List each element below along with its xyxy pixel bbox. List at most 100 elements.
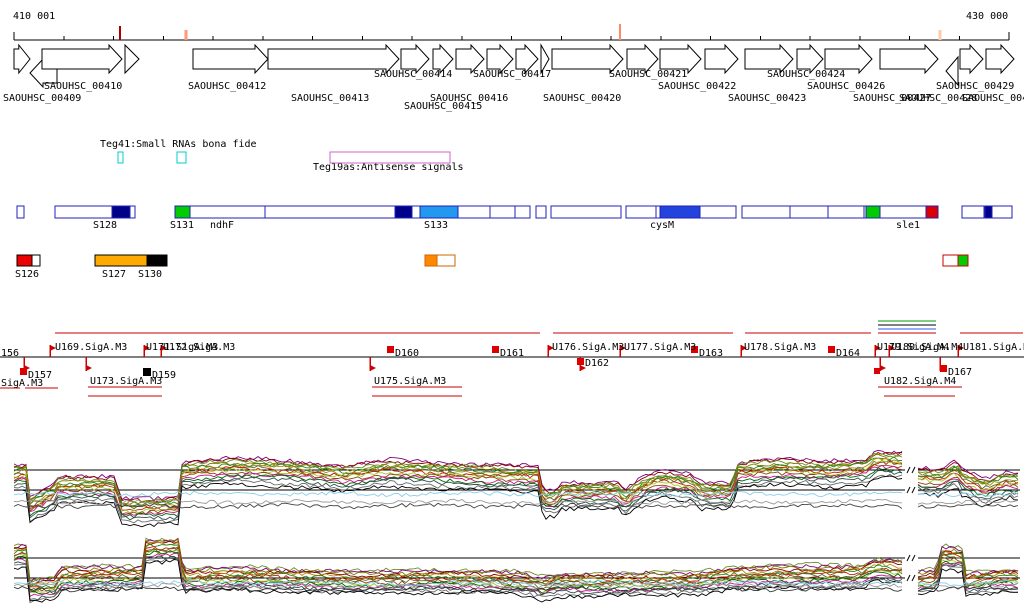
signal-label[interactable]: D163 (699, 348, 723, 359)
expression-trace (917, 490, 1019, 498)
signal-label[interactable]: U172.SigA.M3 (163, 342, 235, 353)
signal-label[interactable]: D161 (500, 348, 524, 359)
gene-arrow[interactable] (41, 43, 123, 75)
signal-label[interactable]: D159 (152, 370, 176, 381)
gene-arrow[interactable] (124, 43, 140, 75)
signal-label[interactable]: U173.SigA.M3 (90, 376, 162, 387)
segment-box[interactable] (535, 205, 547, 219)
signal-label[interactable]: U178.SigA.M3 (744, 342, 816, 353)
signal-label[interactable]: D162 (585, 358, 609, 369)
segment-sub-box[interactable] (925, 205, 939, 219)
signal-label[interactable]: D164 (836, 348, 860, 359)
gene-label: SAOUHSC_00422 (658, 81, 736, 92)
segment-sub-box[interactable] (174, 205, 191, 219)
expression-trace (13, 502, 903, 510)
terminator-box[interactable] (874, 368, 880, 374)
signal-label[interactable]: U169.SigA.M3 (55, 342, 127, 353)
promoter-flag-up-pennant (50, 345, 56, 351)
segment-box[interactable] (94, 254, 148, 267)
expression-trace (13, 585, 903, 593)
segment-label: sle1 (896, 220, 920, 231)
signal-label[interactable]: U176.SigA.M3 (552, 342, 624, 353)
signal-label[interactable]: D167 (948, 367, 972, 378)
gene-arrow[interactable] (551, 43, 624, 75)
gene-arrow[interactable] (945, 55, 959, 87)
gene-arrow[interactable] (824, 43, 873, 75)
terminator-box[interactable] (492, 346, 499, 353)
segment-sub-box[interactable] (394, 205, 413, 219)
gap-hash (911, 574, 916, 582)
gene-arrow[interactable] (13, 43, 31, 75)
gene-label: SAOUHSC_00428 (899, 93, 977, 104)
signal-label[interactable]: U182.SigA.M4 (884, 376, 956, 387)
signal-label[interactable]: 156 (1, 348, 19, 359)
signal-label[interactable]: U181.SigA.M4 (963, 342, 1024, 353)
gene-arrow[interactable] (455, 43, 485, 75)
expression-trace (917, 488, 1019, 508)
terminator-box[interactable] (143, 368, 151, 376)
terminator-box[interactable] (828, 346, 835, 353)
segment-sub-box[interactable] (16, 254, 33, 267)
gene-arrow[interactable] (796, 43, 824, 75)
gene-arrow[interactable] (879, 43, 939, 75)
expression-trace (917, 472, 1019, 491)
signal-label[interactable]: SigA.M3 (1, 378, 43, 389)
signal-label[interactable]: U180.SigA.M4 (891, 342, 963, 353)
signal-label[interactable]: D160 (395, 348, 419, 359)
ruler-track (13, 24, 1010, 41)
segment-sub-box[interactable] (424, 254, 438, 267)
segment-sub-box[interactable] (111, 205, 131, 219)
segment-sub-box[interactable] (659, 205, 701, 219)
terminator-box[interactable] (577, 358, 584, 365)
terminator-box[interactable] (691, 346, 698, 353)
segment-sub-box[interactable] (865, 205, 881, 219)
segment-sub-box[interactable] (984, 205, 993, 219)
segment-box[interactable] (146, 254, 168, 267)
gene-arrow[interactable] (659, 43, 702, 75)
signal-label[interactable]: U171.SigA.M3 (146, 342, 218, 353)
terminator-box[interactable] (20, 368, 27, 375)
srna-box[interactable] (176, 151, 187, 164)
segment-label: S133 (424, 220, 448, 231)
expression-trace (917, 564, 1019, 595)
signal-label[interactable]: U177.SigA.M3 (624, 342, 696, 353)
gene-arrow[interactable] (959, 43, 984, 75)
srna-box[interactable] (329, 151, 451, 164)
segment-sub-box[interactable] (957, 254, 969, 267)
expression-trace (13, 539, 903, 584)
segment-box[interactable] (741, 205, 939, 219)
gap-hash (906, 486, 911, 494)
segment-box[interactable] (550, 205, 622, 219)
gene-arrow[interactable] (486, 43, 514, 75)
gene-arrow[interactable] (704, 43, 739, 75)
gene-arrow[interactable] (432, 43, 454, 75)
promoter-flag-down-pennant (880, 365, 886, 371)
terminator-box[interactable] (940, 365, 947, 372)
terminator-box[interactable] (387, 346, 394, 353)
promoter-flag-down-pennant (370, 365, 376, 371)
signal-label[interactable]: U175.SigA.M3 (374, 376, 446, 387)
segment-box[interactable] (189, 205, 531, 219)
gene-arrow[interactable] (985, 43, 1015, 75)
gap-hash (906, 574, 911, 582)
srna-box[interactable] (117, 151, 124, 164)
promoter-flag-up-pennant (741, 345, 747, 351)
signal-label[interactable]: D157 (28, 370, 52, 381)
gene-arrow[interactable] (267, 43, 400, 75)
expression-trace (917, 503, 1019, 509)
segment-label: cysM (650, 220, 674, 231)
gene-label: SAOUHSC_0043 (962, 93, 1024, 104)
signal-label[interactable]: U179.SigA.M4 (877, 342, 949, 353)
segment-box[interactable] (16, 205, 25, 219)
ruler-end-coordinate: 430 000 (966, 11, 1009, 22)
gene-label: SAOUHSC_00421 (609, 69, 687, 80)
gene-arrow[interactable] (626, 43, 659, 75)
gene-arrow[interactable] (540, 43, 550, 75)
expression-trace (13, 467, 903, 519)
gene-arrow[interactable] (192, 43, 269, 75)
gene-arrow[interactable] (400, 43, 430, 75)
segment-sub-box[interactable] (419, 205, 459, 219)
gene-arrow[interactable] (744, 43, 794, 75)
gene-arrow[interactable] (515, 43, 539, 75)
